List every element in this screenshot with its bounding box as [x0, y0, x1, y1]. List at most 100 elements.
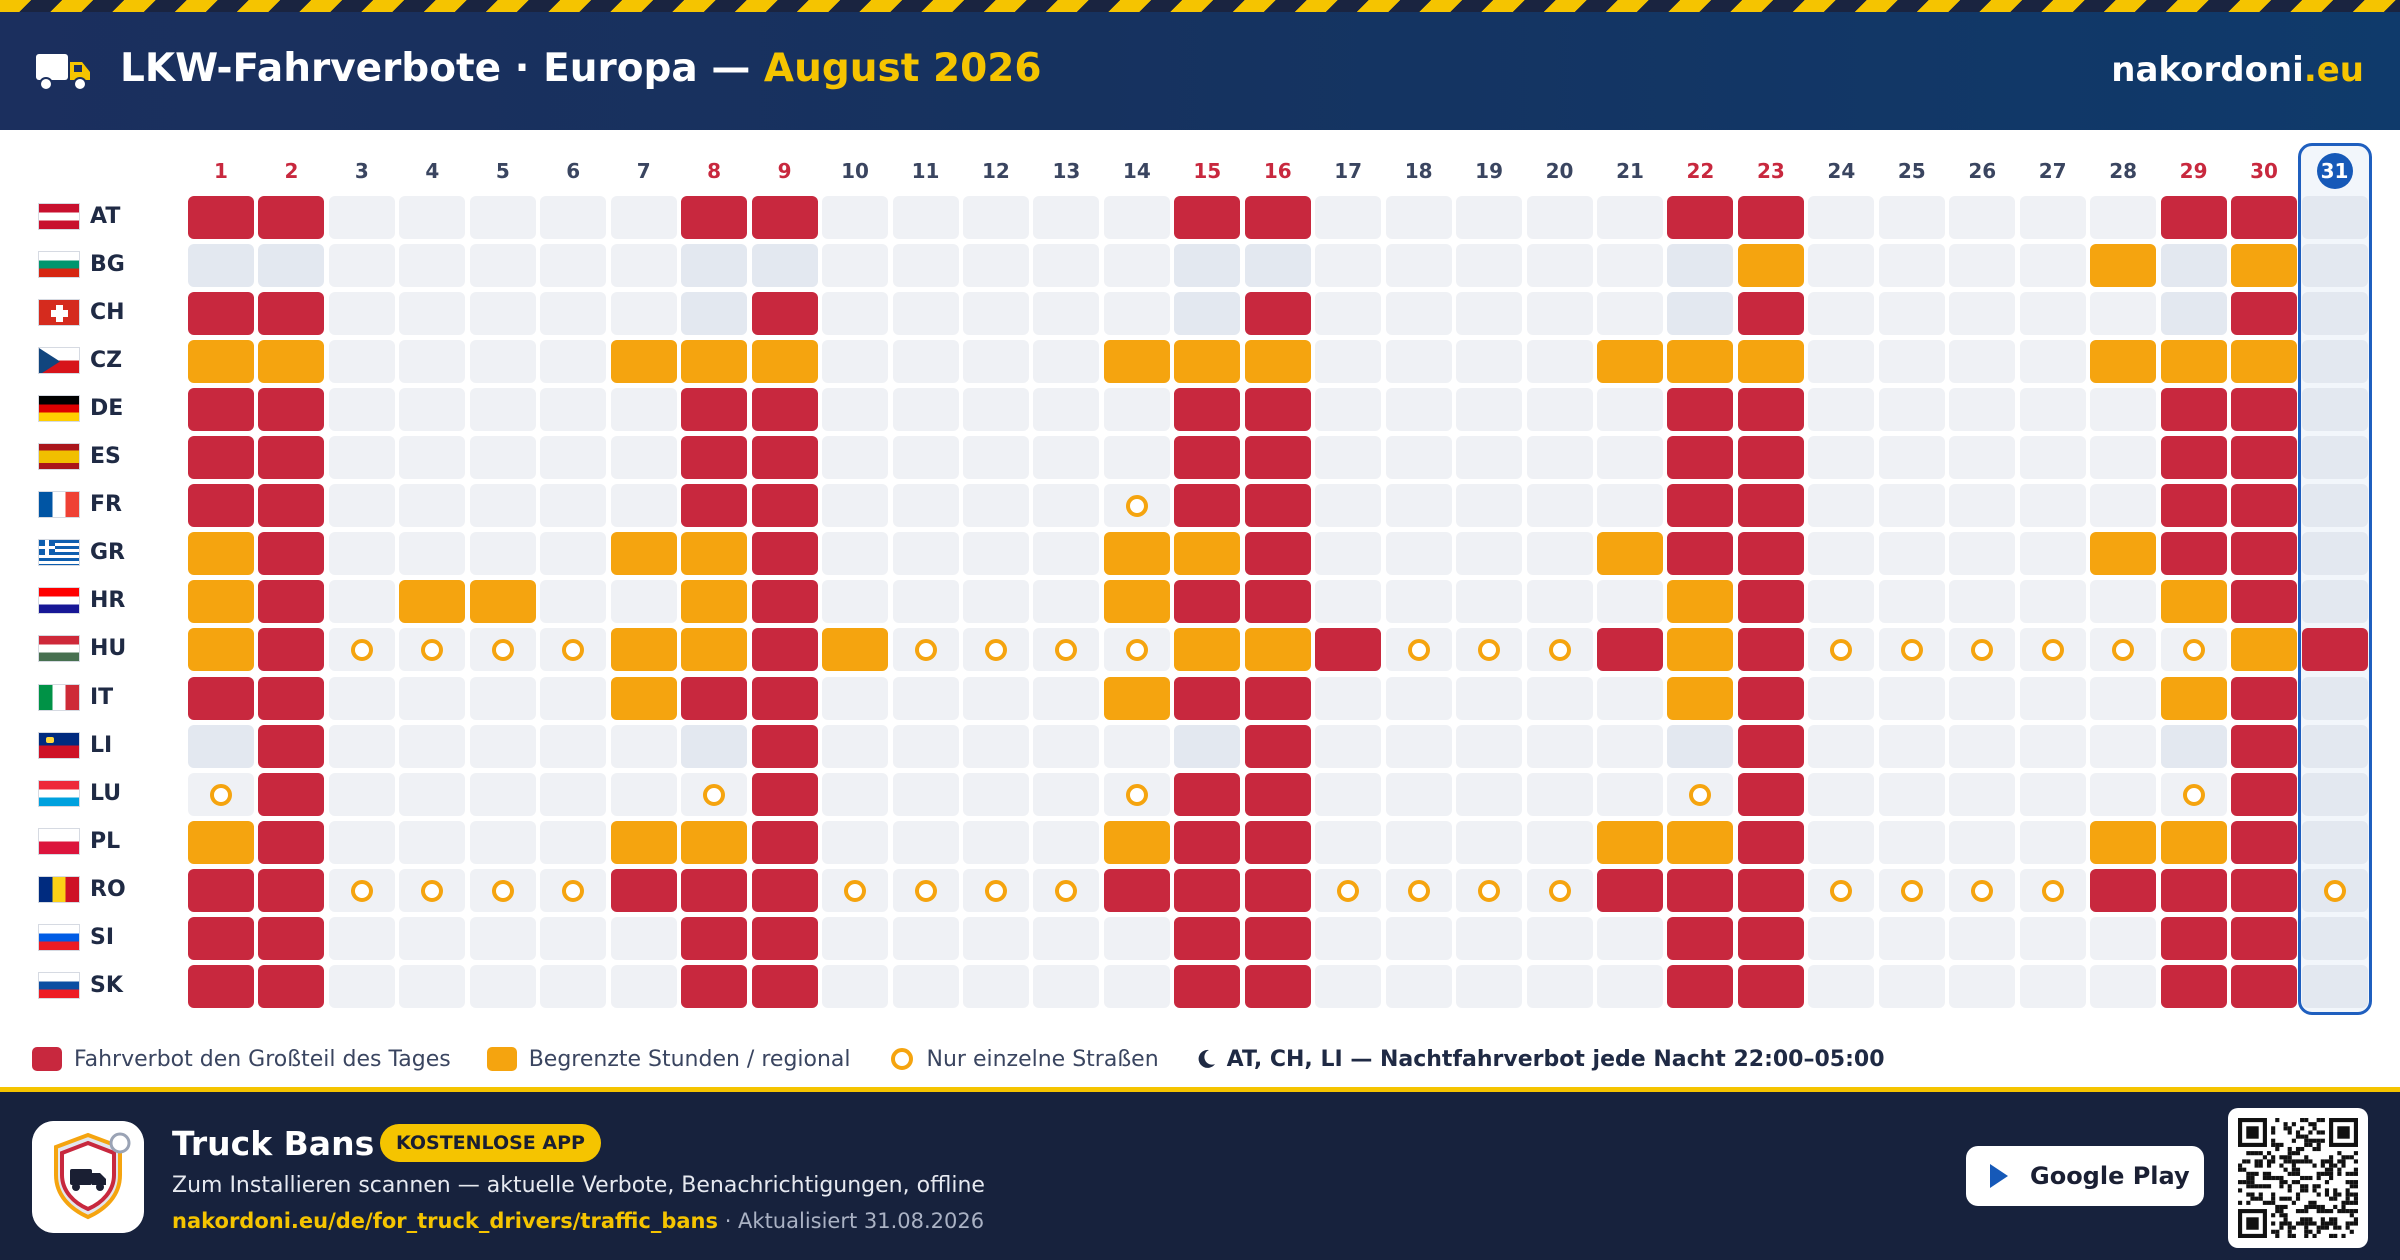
cell-ch-29-weekend-none[interactable] — [2160, 292, 2227, 336]
cell-cz-10-none[interactable] — [822, 340, 889, 384]
cell-es-26-none[interactable] — [1949, 436, 2016, 480]
cell-fr-29-full-ban[interactable] — [2160, 484, 2227, 528]
cell-it-21-none[interactable] — [1597, 676, 1663, 720]
cell-bg-27-none[interactable] — [2019, 244, 2086, 288]
cell-it-22-limited[interactable] — [1667, 676, 1734, 720]
cell-it-1-full-ban[interactable] — [188, 676, 254, 720]
cell-hr-18-none[interactable] — [1385, 580, 1452, 624]
cell-hu-17-full-ban[interactable] — [1315, 628, 1382, 672]
cell-gr-10-none[interactable] — [822, 532, 889, 576]
cell-bg-11-none[interactable] — [892, 244, 959, 288]
cell-at-23-full-ban[interactable] — [1737, 196, 1804, 239]
cell-hu-9-full-ban[interactable] — [751, 628, 818, 672]
cell-lu-2-full-ban[interactable] — [258, 772, 325, 816]
cell-es-13-none[interactable] — [1033, 436, 1100, 480]
cell-hr-3-none[interactable] — [328, 580, 395, 624]
cell-at-25-none[interactable] — [1878, 196, 1945, 239]
cell-li-15-weekend-none[interactable] — [1174, 724, 1241, 768]
cell-gr-24-none[interactable] — [1808, 532, 1875, 576]
cell-hu-16-limited[interactable] — [1244, 628, 1311, 672]
cell-fr-7-none[interactable] — [610, 484, 677, 528]
cell-gr-29-full-ban[interactable] — [2160, 532, 2227, 576]
cell-gr-6-none[interactable] — [540, 532, 607, 576]
cell-sk-19-none[interactable] — [1456, 964, 1523, 1008]
cell-ch-3-none[interactable] — [328, 292, 395, 336]
cell-lu-9-full-ban[interactable] — [751, 772, 818, 816]
cell-sk-20-none[interactable] — [1526, 964, 1593, 1008]
cell-bg-31-none[interactable] — [2301, 244, 2368, 288]
cell-it-3-none[interactable] — [328, 676, 395, 720]
cell-si-4-none[interactable] — [399, 916, 466, 960]
cell-ch-24-none[interactable] — [1808, 292, 1875, 336]
cell-ro-19-single-roads[interactable] — [1456, 868, 1523, 912]
cell-sk-14-none[interactable] — [1103, 964, 1170, 1008]
cell-de-17-none[interactable] — [1315, 388, 1382, 432]
cell-li-3-none[interactable] — [328, 724, 395, 768]
cell-it-8-full-ban[interactable] — [681, 676, 748, 720]
cell-ro-28-full-ban[interactable] — [2090, 868, 2157, 912]
cell-li-27-none[interactable] — [2019, 724, 2086, 768]
cell-bg-3-none[interactable] — [328, 244, 395, 288]
cell-at-11-none[interactable] — [892, 196, 959, 239]
cell-li-11-none[interactable] — [892, 724, 959, 768]
cell-es-18-none[interactable] — [1385, 436, 1452, 480]
cell-de-6-none[interactable] — [540, 388, 607, 432]
cell-sk-28-none[interactable] — [2090, 964, 2157, 1008]
cell-de-16-full-ban[interactable] — [1244, 388, 1311, 432]
cell-li-1-weekend-none[interactable] — [188, 724, 254, 768]
cell-at-1-full-ban[interactable] — [188, 196, 254, 239]
cell-es-5-none[interactable] — [469, 436, 536, 480]
cell-de-23-full-ban[interactable] — [1737, 388, 1804, 432]
cell-bg-22-weekend-none[interactable] — [1667, 244, 1734, 288]
cell-ro-9-full-ban[interactable] — [751, 868, 818, 912]
cell-gr-13-none[interactable] — [1033, 532, 1100, 576]
cell-bg-7-none[interactable] — [610, 244, 677, 288]
cell-at-12-none[interactable] — [962, 196, 1029, 239]
cell-es-9-full-ban[interactable] — [751, 436, 818, 480]
cell-at-4-none[interactable] — [399, 196, 466, 239]
cell-sk-10-none[interactable] — [822, 964, 889, 1008]
cell-at-28-none[interactable] — [2090, 196, 2157, 239]
cell-it-29-limited[interactable] — [2160, 676, 2227, 720]
cell-ch-28-none[interactable] — [2090, 292, 2157, 336]
cell-cz-13-none[interactable] — [1033, 340, 1100, 384]
cell-pl-22-limited[interactable] — [1667, 820, 1734, 864]
google-play-button[interactable]: Google Play — [1966, 1146, 2204, 1206]
cell-li-24-none[interactable] — [1808, 724, 1875, 768]
cell-cz-25-none[interactable] — [1878, 340, 1945, 384]
cell-at-22-full-ban[interactable] — [1667, 196, 1734, 239]
cell-gr-17-none[interactable] — [1315, 532, 1382, 576]
cell-li-28-none[interactable] — [2090, 724, 2157, 768]
cell-gr-22-full-ban[interactable] — [1667, 532, 1734, 576]
cell-pl-28-limited[interactable] — [2090, 820, 2157, 864]
cell-si-17-none[interactable] — [1315, 916, 1382, 960]
cell-li-16-full-ban[interactable] — [1244, 724, 1311, 768]
cell-gr-25-none[interactable] — [1878, 532, 1945, 576]
cell-li-8-weekend-none[interactable] — [681, 724, 748, 768]
cell-bg-4-none[interactable] — [399, 244, 466, 288]
cell-pl-11-none[interactable] — [892, 820, 959, 864]
cell-es-1-full-ban[interactable] — [188, 436, 254, 480]
cell-fr-1-full-ban[interactable] — [188, 484, 254, 528]
cell-ro-1-full-ban[interactable] — [188, 868, 254, 912]
cell-ch-20-none[interactable] — [1526, 292, 1593, 336]
cell-it-7-limited[interactable] — [610, 676, 677, 720]
cell-hu-13-single-roads[interactable] — [1033, 628, 1100, 672]
cell-si-31-none[interactable] — [2301, 916, 2368, 960]
cell-sk-5-none[interactable] — [469, 964, 536, 1008]
cell-ro-2-full-ban[interactable] — [258, 868, 325, 912]
cell-es-19-none[interactable] — [1456, 436, 1523, 480]
cell-bg-26-none[interactable] — [1949, 244, 2016, 288]
cell-es-16-full-ban[interactable] — [1244, 436, 1311, 480]
cell-bg-13-none[interactable] — [1033, 244, 1100, 288]
cell-lu-28-none[interactable] — [2090, 772, 2157, 816]
cell-gr-12-none[interactable] — [962, 532, 1029, 576]
cell-lu-10-none[interactable] — [822, 772, 889, 816]
cell-si-18-none[interactable] — [1385, 916, 1452, 960]
cell-ch-1-full-ban[interactable] — [188, 292, 254, 336]
cell-ro-6-single-roads[interactable] — [540, 868, 607, 912]
cell-hr-15-full-ban[interactable] — [1174, 580, 1241, 624]
cell-bg-10-none[interactable] — [822, 244, 889, 288]
cell-de-12-none[interactable] — [962, 388, 1029, 432]
cell-ro-13-single-roads[interactable] — [1033, 868, 1100, 912]
